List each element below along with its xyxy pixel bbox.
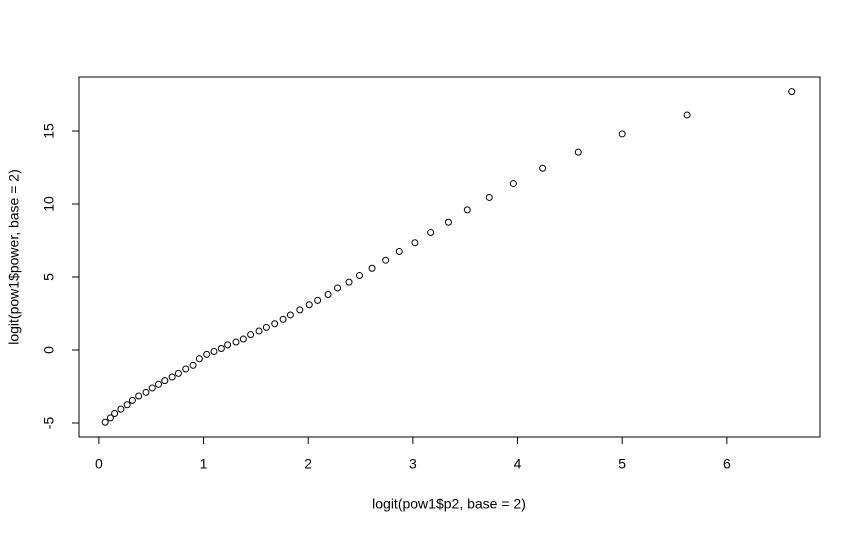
point xyxy=(788,88,796,96)
point xyxy=(395,247,403,255)
point xyxy=(174,369,182,377)
point xyxy=(314,296,322,304)
point xyxy=(182,365,190,373)
point xyxy=(334,284,342,292)
point xyxy=(239,335,247,343)
point xyxy=(271,320,279,328)
y-tick-label: 15 xyxy=(41,123,57,139)
point xyxy=(411,239,419,247)
point xyxy=(217,345,225,353)
point xyxy=(224,341,232,349)
point xyxy=(279,315,287,323)
point xyxy=(324,291,332,299)
point xyxy=(463,206,471,214)
point xyxy=(683,111,691,119)
x-tick-label: 6 xyxy=(723,456,731,472)
point xyxy=(444,218,452,226)
point xyxy=(123,401,131,409)
point xyxy=(255,327,263,335)
point xyxy=(155,380,163,388)
point xyxy=(345,278,353,286)
point xyxy=(148,384,156,392)
point xyxy=(232,338,240,346)
x-axis-label: logit(pow1$p2, base = 2) xyxy=(372,496,526,512)
y-axis-label: logit(pow1$power, base = 2) xyxy=(6,169,22,345)
point xyxy=(485,193,493,201)
x-tick-label: 0 xyxy=(95,456,103,472)
point xyxy=(203,350,211,358)
point xyxy=(247,331,255,339)
y-tick-label: 10 xyxy=(41,196,57,212)
point xyxy=(117,405,125,413)
point xyxy=(286,311,294,319)
point xyxy=(106,414,114,422)
point xyxy=(305,301,313,309)
plot-box xyxy=(78,76,821,438)
y-tick-label: 0 xyxy=(41,346,57,354)
x-tick-label: 4 xyxy=(514,456,522,472)
point xyxy=(296,306,304,314)
point xyxy=(142,388,150,396)
point xyxy=(161,377,169,385)
point xyxy=(368,264,376,272)
point xyxy=(574,148,582,156)
point xyxy=(539,164,547,172)
point xyxy=(427,228,435,236)
point xyxy=(135,392,143,400)
point xyxy=(382,256,390,264)
point xyxy=(128,396,136,404)
x-tick-label: 5 xyxy=(618,456,626,472)
point xyxy=(195,355,203,363)
x-tick-label: 2 xyxy=(304,456,312,472)
x-tick-label: 1 xyxy=(200,456,208,472)
point xyxy=(101,418,109,426)
point xyxy=(509,180,517,188)
x-tick-label: 3 xyxy=(409,456,417,472)
point xyxy=(355,272,363,280)
point xyxy=(189,361,197,369)
point xyxy=(168,373,176,381)
y-tick-label: 5 xyxy=(41,273,57,281)
point xyxy=(210,347,218,355)
point xyxy=(111,409,119,417)
point xyxy=(618,130,626,138)
point xyxy=(262,323,270,331)
y-tick-label: -5 xyxy=(41,417,57,430)
